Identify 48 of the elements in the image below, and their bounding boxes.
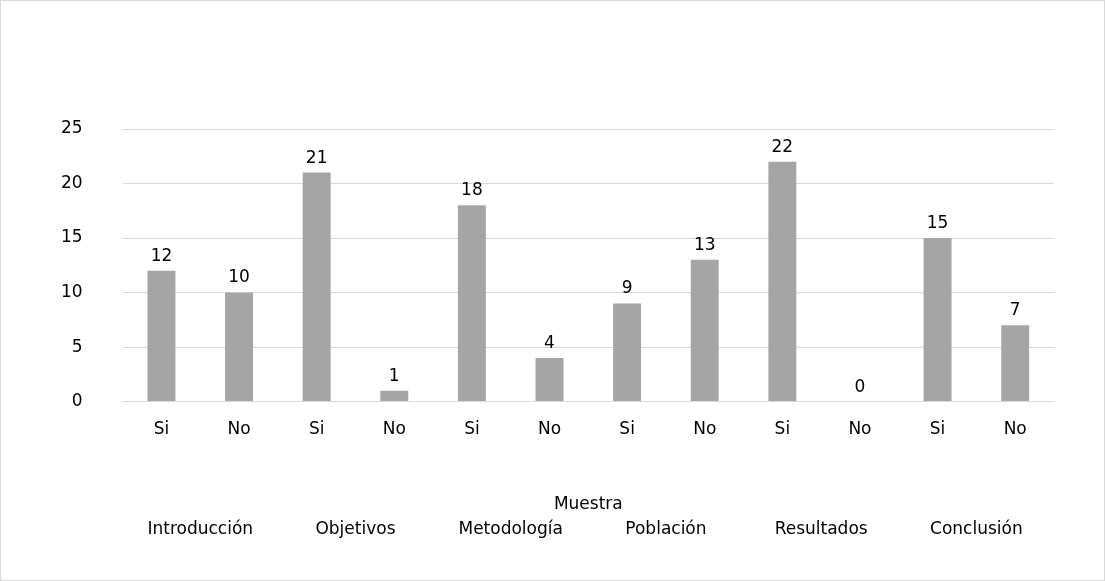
data-label: 21: [305, 146, 328, 167]
x-tick-label: Si: [774, 418, 791, 439]
x-tick-label: Si: [929, 418, 946, 439]
bar: [225, 292, 254, 402]
bar: [923, 238, 952, 402]
text: Población: [625, 518, 707, 539]
x-tick-label: No: [1003, 418, 1027, 439]
y-tick-label: 25: [60, 117, 83, 138]
text: Objetivos: [315, 518, 396, 539]
x-tick-label: No: [537, 418, 562, 439]
x-tick-label: Si: [153, 418, 170, 439]
bar: [535, 357, 564, 402]
x-tick-label: Si: [464, 418, 480, 439]
text: Resultados: [774, 518, 868, 539]
text: Metodología: [458, 518, 563, 539]
bar: [380, 390, 409, 402]
x-tick-label: No: [227, 418, 251, 439]
x-tick-label: No: [848, 418, 872, 439]
bar: [302, 172, 331, 402]
x-tick-label: No: [693, 418, 717, 439]
data-label: 1: [388, 364, 400, 385]
y-tick-label: 20: [60, 171, 83, 192]
bar: [690, 259, 719, 402]
data-label: 7: [1009, 299, 1021, 320]
x-tick-label: No: [382, 418, 406, 439]
x-tick-label: Si: [308, 418, 325, 439]
data-label: 15: [926, 211, 949, 232]
y-tick-label: 0: [71, 390, 83, 411]
data-label: 12: [150, 244, 173, 265]
bar: [768, 161, 797, 402]
bar: [457, 205, 486, 402]
x-axis-title: Muestra: [553, 493, 623, 514]
data-label: 18: [461, 179, 483, 200]
x-tick-label: Si: [619, 418, 635, 439]
bar: [613, 303, 642, 402]
bar: [147, 270, 176, 402]
y-tick-label: 10: [60, 280, 83, 301]
y-tick-label: 15: [60, 226, 83, 247]
data-label: 0: [854, 375, 866, 396]
data-label: 22: [771, 135, 794, 156]
data-label: 10: [228, 266, 250, 287]
y-tick-label: 5: [71, 335, 83, 356]
data-label: 13: [693, 233, 716, 254]
data-label: 9: [621, 277, 633, 298]
data-label: 4: [544, 331, 555, 352]
text: Conclusión: [930, 518, 1023, 539]
text: Introducción: [147, 518, 254, 539]
bar: [1001, 325, 1030, 402]
